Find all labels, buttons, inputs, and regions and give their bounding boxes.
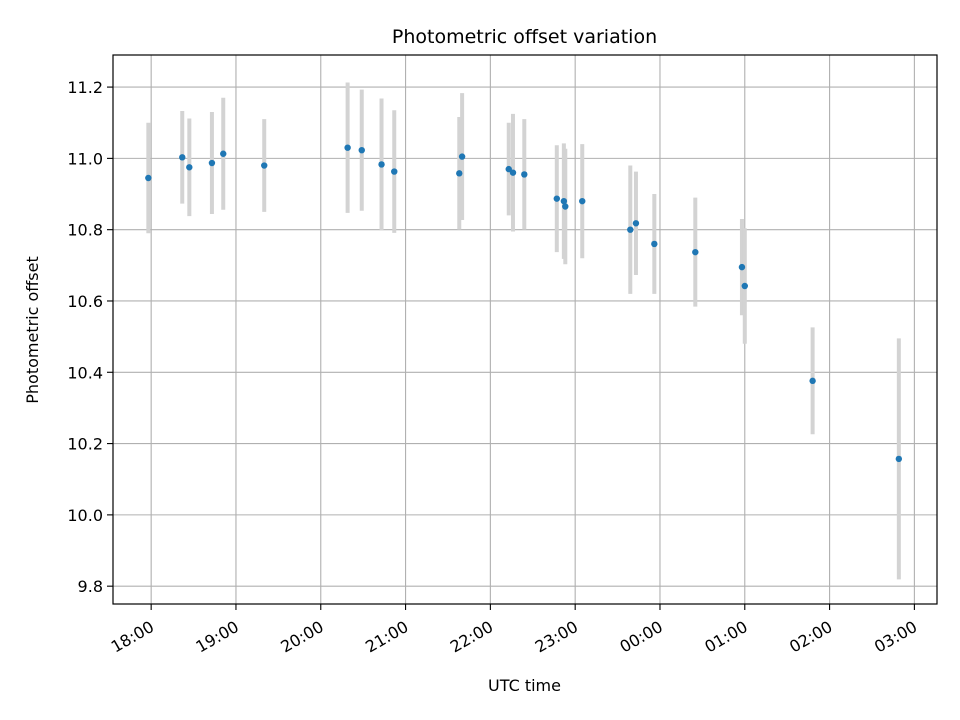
plot-frame	[112, 54, 938, 605]
data-point	[145, 174, 152, 182]
data-point	[809, 377, 816, 385]
data-point	[456, 170, 463, 177]
x-axis-title: UTC time	[488, 676, 561, 695]
data-point	[632, 220, 640, 227]
y-axis-title: Photometric offset	[23, 256, 42, 404]
data-point	[505, 165, 512, 173]
data-point	[378, 161, 385, 168]
data-point	[509, 169, 517, 176]
data-point	[208, 159, 216, 167]
y-tick-label: 11.2	[67, 78, 103, 97]
y-tick-label: 9.8	[78, 577, 103, 596]
data-point	[261, 162, 268, 169]
y-tick-label: 11.0	[67, 149, 103, 168]
data-point	[458, 153, 466, 160]
data-point	[179, 154, 186, 161]
data-point	[344, 144, 351, 151]
data-point	[579, 197, 586, 205]
y-tick-label: 10.4	[67, 363, 103, 382]
data-point	[741, 282, 748, 290]
data-point	[738, 263, 746, 271]
data-markers	[145, 144, 903, 463]
plot-area	[112, 54, 938, 605]
data-point	[186, 164, 193, 171]
data-point	[358, 146, 365, 154]
data-point	[560, 197, 568, 205]
y-tick-label: 10.6	[67, 292, 103, 311]
data-point	[521, 171, 528, 178]
data-point	[651, 240, 658, 248]
data-point	[391, 168, 398, 175]
data-point	[895, 455, 903, 463]
y-tick-label: 10.0	[67, 506, 103, 525]
data-point	[220, 150, 227, 157]
y-tick-label: 10.2	[67, 435, 103, 454]
data-point	[692, 248, 699, 256]
y-tick-label: 10.8	[67, 221, 103, 240]
y-axis: 9.8 10.0 10.2 10.4 10.6 10.8 11.0 11.2	[67, 78, 113, 596]
data-point	[627, 226, 634, 233]
data-point	[553, 195, 561, 202]
data-point	[562, 203, 569, 210]
chart-title: Photometric offset variation	[392, 26, 657, 48]
